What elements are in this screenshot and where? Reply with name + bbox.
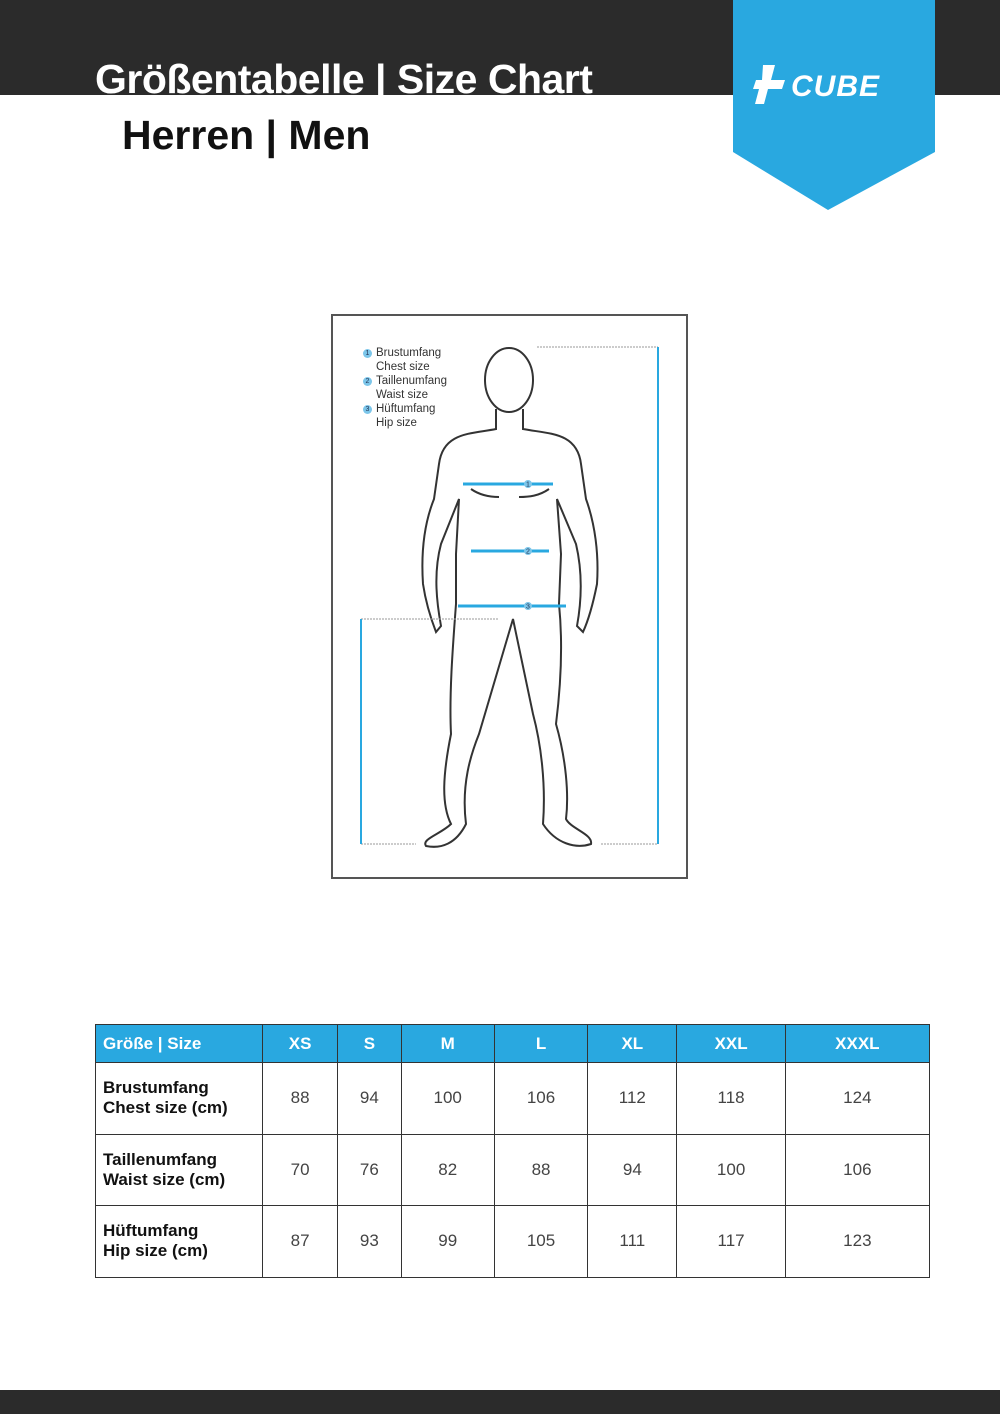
page-title: Größentabelle | Size Chart (95, 56, 593, 102)
cube-logo-mark-icon (753, 65, 785, 104)
legend-number: 1 (363, 349, 372, 358)
legend-number: 3 (363, 405, 372, 414)
table-cell: 76 (337, 1133, 402, 1206)
row-label-de: Hüftumfang (103, 1221, 199, 1241)
size-table: Größe | Size XS S M L XL XXL XXXL Brustu… (95, 1024, 931, 1278)
column-header: XXL (676, 1024, 786, 1063)
table-cell: 93 (337, 1205, 402, 1278)
column-header: S (337, 1024, 402, 1063)
footer-bar (0, 1390, 1000, 1414)
row-header: Brustumfang Chest size (cm) (95, 1062, 263, 1135)
column-header: M (400, 1024, 495, 1063)
legend-label: Hip size (376, 417, 417, 429)
column-header: L (493, 1024, 589, 1063)
column-header: Größe | Size (95, 1024, 263, 1063)
row-header: Taillenumfang Waist size (cm) (95, 1133, 263, 1206)
column-header: XXXL (784, 1024, 931, 1063)
table-cell: 94 (587, 1133, 678, 1206)
legend-label: Waist size (376, 389, 428, 401)
row-label-en: Waist size (cm) (103, 1169, 226, 1189)
legend-label: Brustumfang (376, 347, 442, 359)
row-label-en: Hip size (cm) (103, 1241, 208, 1261)
cube-logo: CUBE (733, 0, 935, 210)
table-cell: 118 (676, 1062, 786, 1135)
legend-label: Hüftumfang (376, 403, 436, 415)
table-cell: 94 (337, 1062, 402, 1135)
table-cell: 124 (784, 1062, 931, 1135)
table-cell: 105 (493, 1205, 589, 1278)
logo-text: CUBE (791, 70, 880, 103)
column-header: XL (587, 1024, 678, 1063)
marker-label: 1 (526, 482, 530, 489)
legend-number: 2 (363, 377, 372, 386)
table-cell: 117 (676, 1205, 786, 1278)
table-cell: 112 (587, 1062, 678, 1135)
table-cell: 106 (784, 1133, 931, 1206)
marker-label: 3 (526, 604, 530, 611)
table-cell: 88 (493, 1133, 589, 1206)
column-header: XS (261, 1024, 339, 1063)
table-header-row: Größe | Size XS S M L XL XXL XXXL (95, 1024, 931, 1063)
measurement-legend: 1 Brustumfang Chest size 2 Taillenumfang W… (363, 346, 447, 430)
marker-waist (524, 547, 532, 555)
body-outline: 1 2 3 (360, 346, 659, 848)
table-cell: 70 (261, 1133, 339, 1206)
table-cell: 82 (400, 1133, 495, 1206)
table-cell: 88 (261, 1062, 339, 1135)
table-cell: 106 (493, 1062, 589, 1135)
marker-chest (524, 480, 532, 488)
row-label-de: Brustumfang (103, 1078, 209, 1098)
measurement-figure: 1 Brustumfang Chest size 2 Taillenumfang W… (331, 314, 688, 879)
marker-hip (524, 602, 532, 610)
table-row: Brustumfang Chest size (cm) 88 94 100 106… (95, 1062, 931, 1135)
table-cell: 123 (784, 1205, 931, 1278)
table-row: Taillenumfang Waist size (cm) 70 76 82 88… (95, 1133, 931, 1206)
marker-label: 2 (526, 549, 530, 556)
table-row: Hüftumfang Hip size (cm) 87 93 99 105 111… (95, 1205, 931, 1278)
page-subtitle: Herren | Men (122, 112, 371, 158)
row-label-en: Chest size (cm) (103, 1098, 228, 1118)
legend-label: Taillenumfang (376, 375, 447, 387)
table-cell: 87 (261, 1205, 339, 1278)
row-label-de: Taillenumfang (103, 1149, 217, 1169)
table-cell: 99 (400, 1205, 495, 1278)
row-header: Hüftumfang Hip size (cm) (95, 1205, 263, 1278)
table-cell: 100 (676, 1133, 786, 1206)
table-cell: 111 (587, 1205, 678, 1278)
table-cell: 100 (400, 1062, 495, 1135)
legend-label: Chest size (376, 361, 430, 373)
